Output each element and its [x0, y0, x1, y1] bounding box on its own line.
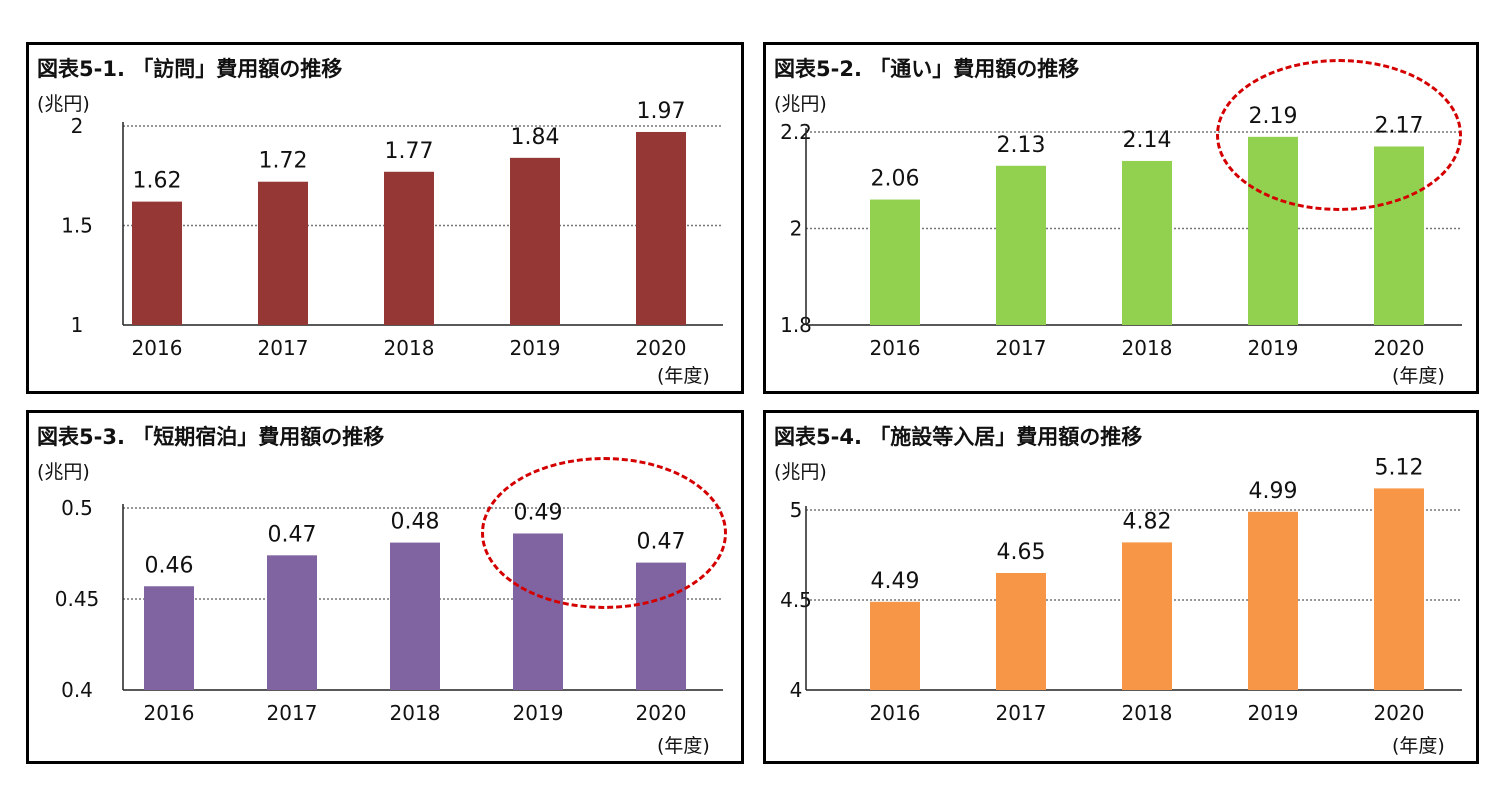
bar	[267, 555, 317, 690]
chart-panel-4: 図表5-4. 「施設等入居」費用額の推移 (兆円) 4 4.5 5 4.49 2016 4…	[763, 410, 1479, 764]
bar	[1374, 488, 1424, 690]
bar	[144, 586, 194, 690]
x-unit-label: (年度)	[1392, 365, 1445, 387]
data-label: 0.49	[514, 500, 563, 525]
x-tick-label: 2017	[267, 701, 318, 725]
x-tick-label: 2016	[870, 336, 921, 360]
y-unit-label: (兆円)	[37, 461, 90, 483]
x-tick-label: 2019	[1248, 701, 1299, 725]
y-tick-label: 0.45	[55, 587, 100, 611]
data-label: 1.62	[133, 169, 182, 194]
y-tick-label: 2	[790, 217, 803, 241]
bar	[870, 601, 920, 690]
y-tick-label: 4.5	[780, 588, 812, 612]
bar	[384, 171, 434, 325]
x-tick-label: 2016	[144, 701, 195, 725]
data-label: 4.99	[1249, 479, 1298, 504]
data-label: 0.48	[391, 510, 440, 535]
data-label: 5.12	[1375, 455, 1424, 480]
y-tick-label: 1	[71, 313, 84, 337]
x-unit-label: (年度)	[657, 365, 710, 387]
x-tick-label: 2018	[1122, 701, 1173, 725]
bar	[870, 199, 920, 325]
bar	[1122, 160, 1172, 325]
data-label: 2.19	[1249, 104, 1298, 129]
x-unit-label: (年度)	[657, 735, 710, 757]
x-tick-label: 2020	[1374, 701, 1425, 725]
chart-title: 図表5-2. 「通い」費用額の推移	[774, 57, 1080, 81]
bar-chart-shortstay: 0.4 0.45 0.5 0.46 2016 0.47 2017 0.48 2018 0.49 20…	[55, 496, 723, 725]
x-tick-label: 2019	[513, 701, 564, 725]
x-tick-label: 2016	[132, 336, 183, 360]
bar	[636, 562, 686, 690]
y-unit-label: (兆円)	[774, 461, 827, 483]
x-tick-label: 2017	[996, 701, 1047, 725]
data-label: 4.82	[1123, 509, 1172, 534]
y-tick-label: 0.5	[61, 496, 93, 520]
data-label: 1.84	[511, 125, 560, 150]
x-tick-label: 2018	[390, 701, 441, 725]
data-label: 1.72	[259, 149, 308, 174]
y-tick-label: 2	[71, 114, 84, 138]
chart-panel-1: 図表5-1. 「訪問」費用額の推移 (兆円) 1 1.5 2 1.62 2016 1.72…	[26, 42, 744, 394]
y-tick-label: 0.4	[61, 678, 93, 702]
chart-panel-2: 図表5-2. 「通い」費用額の推移 (兆円) 1.8 2 2.2 2.06 2016 2.…	[763, 42, 1479, 394]
x-tick-label: 2020	[636, 701, 687, 725]
data-label: 1.97	[637, 99, 686, 124]
chart-title: 図表5-1. 「訪問」費用額の推移	[37, 57, 343, 81]
data-label: 2.17	[1375, 113, 1424, 138]
bar	[1248, 136, 1298, 325]
bar	[1374, 146, 1424, 325]
data-label: 1.77	[385, 139, 434, 164]
bar-chart-daycare: 1.822.22.0620162.1320172.1420182.1920192…	[780, 104, 1462, 360]
bar	[132, 201, 182, 325]
bar	[390, 542, 440, 690]
x-tick-label: 2018	[1122, 336, 1173, 360]
y-tick-label: 4	[790, 678, 803, 702]
y-tick-label: 5	[790, 498, 803, 522]
bar	[1122, 542, 1172, 690]
data-label: 0.47	[268, 522, 317, 547]
x-tick-label: 2020	[636, 336, 687, 360]
bar	[513, 533, 563, 690]
bar-chart-visit: 1 1.5 2 1.62 2016 1.72 2017 1.77 2018 1.84 2019 1.9…	[61, 99, 723, 360]
data-label: 0.47	[637, 530, 686, 555]
x-tick-label: 2017	[258, 336, 309, 360]
chart-title: 図表5-3. 「短期宿泊」費用額の推移	[37, 425, 385, 449]
x-tick-label: 2017	[996, 336, 1047, 360]
data-label: 4.65	[997, 540, 1046, 565]
x-tick-label: 2016	[870, 701, 921, 725]
bar	[636, 131, 686, 325]
data-label: 2.14	[1123, 128, 1172, 153]
bar	[996, 165, 1046, 325]
x-unit-label: (年度)	[1392, 735, 1445, 757]
y-tick-label: 2.2	[780, 120, 812, 144]
data-label: 2.06	[871, 167, 920, 192]
chart-panel-3: 図表5-3. 「短期宿泊」費用額の推移 (兆円) 0.4 0.45 0.5 0.46 2…	[26, 410, 744, 764]
x-tick-label: 2020	[1374, 336, 1425, 360]
bar-chart-facility: 4 4.5 5 4.49 2016 4.65 2017 4.82 2018 4.99 2019 5.1…	[780, 455, 1462, 725]
data-label: 0.46	[145, 553, 194, 578]
bar	[996, 573, 1046, 690]
bar	[510, 157, 560, 325]
y-tick-label: 1.5	[61, 214, 93, 238]
x-tick-label: 2019	[1248, 336, 1299, 360]
bar	[1248, 511, 1298, 690]
y-unit-label: (兆円)	[774, 93, 827, 115]
bar	[258, 181, 308, 325]
y-unit-label: (兆円)	[37, 93, 90, 115]
chart-title: 図表5-4. 「施設等入居」費用額の推移	[774, 425, 1143, 449]
x-tick-label: 2019	[510, 336, 561, 360]
data-label: 2.13	[997, 133, 1046, 158]
x-tick-label: 2018	[384, 336, 435, 360]
data-label: 4.49	[871, 569, 920, 594]
